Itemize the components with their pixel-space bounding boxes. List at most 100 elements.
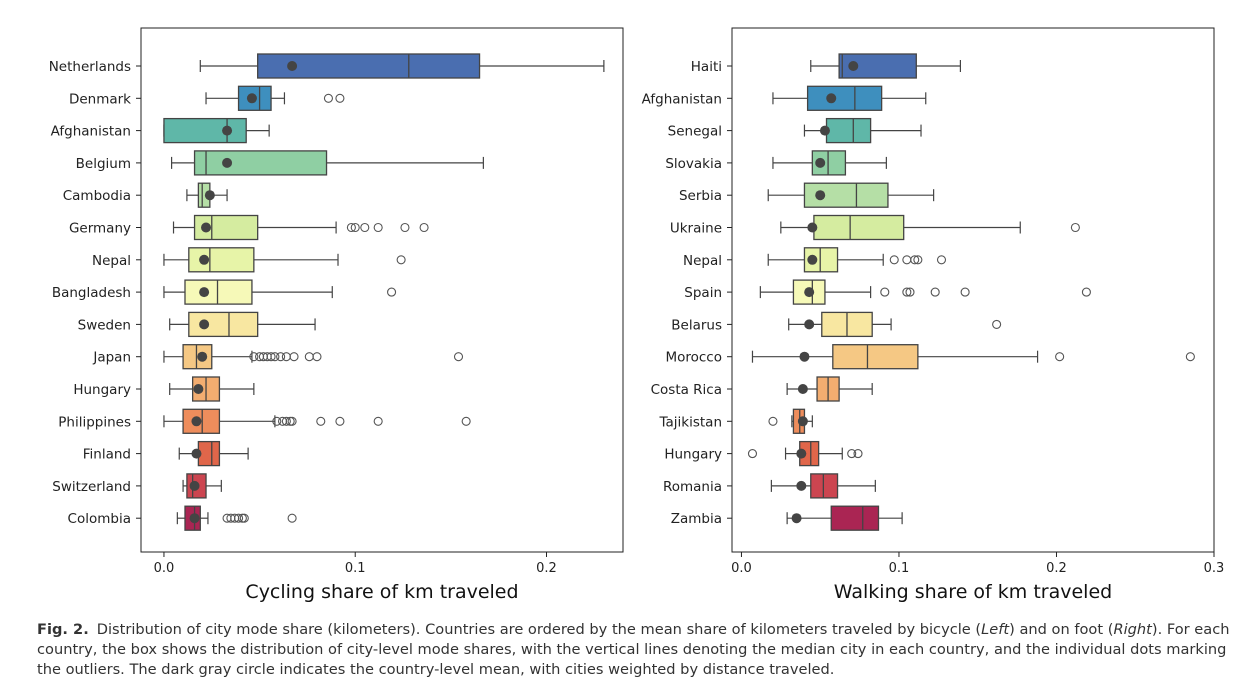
outlier-point [335,416,345,426]
category-label: Bangladesh [52,285,131,301]
box-row-hungary: Hungary [73,376,255,402]
iqr-box [193,150,328,176]
outlier-point [360,222,370,233]
box-row-cambodia: Cambodia [63,182,228,208]
iqr-box [184,279,253,305]
mean-marker [199,254,210,265]
outlier-point [400,222,410,233]
mean-marker [819,125,830,136]
box-row-sweden: Sweden [78,311,316,338]
outlier-point [276,352,286,362]
box-row-switzerland: Switzerland [52,473,222,499]
outlier-point [270,352,280,362]
iqr-box [830,505,880,531]
x-tick-label: 0.0 [154,561,175,576]
box-row-nepal: Nepal [92,247,406,273]
mean-marker [189,513,200,524]
box-row-nepal: Nepal [683,247,947,273]
box-row-slovakia: Slovakia [665,150,887,176]
mean-marker [807,222,818,233]
category-label: Spain [684,285,722,301]
outlier-point [387,287,397,297]
category-label: Nepal [92,253,131,269]
mean-marker [287,61,298,71]
caption-label: Fig. 2. [37,621,89,638]
outlier-point [461,416,471,426]
mean-marker [222,125,233,136]
mean-marker [807,254,818,265]
box-row-romania: Romania [663,473,876,499]
category-label: Afghanistan [642,91,722,107]
outlier-point [847,449,857,459]
mean-marker [815,157,826,168]
outlier-point [287,513,297,523]
box-row-bangladesh: Bangladesh [52,279,397,305]
category-label: Philippines [58,414,131,430]
outlier-point [287,416,297,426]
box-row-philippines: Philippines [58,408,471,434]
mean-marker [222,157,233,168]
cycling-panel: 0.0 0.1 0.2 Cycling share of km traveled Net… [49,27,624,603]
outlier-point [281,352,291,362]
outlier-point [905,287,915,297]
outlier-point [902,255,912,265]
box-row-belgium: Belgium [76,150,484,176]
x-tick-label: 0.1 [345,561,366,576]
box-row-afghanistan: Afghanistan [642,85,927,111]
category-label: Hungary [73,382,131,398]
mean-marker [199,319,210,330]
mean-marker [796,448,807,459]
outlier-point [1070,222,1080,233]
outlier-point [312,352,322,362]
outlier-point [239,513,249,523]
box-row-costa-rica: Costa Rica [651,376,873,402]
outlier-point [880,287,890,297]
outlier-point [747,449,758,459]
category-label: Finland [83,447,131,463]
mean-marker [804,287,815,298]
category-label: Sweden [78,317,131,333]
plot-frame [731,27,1215,553]
iqr-box [832,344,919,370]
iqr-box [188,247,255,273]
category-label: Nepal [683,253,722,269]
mean-marker [193,384,204,394]
box-row-spain: Spain [684,279,1091,305]
figure-caption: Fig. 2. Distribution of city mode share (… [37,620,1237,680]
outlier-point [323,93,333,103]
outlier-point [346,222,356,233]
category-label: Morocco [665,350,722,366]
mean-marker [191,448,202,459]
box-row-haiti: Haiti [691,53,961,79]
category-label: Senegal [668,124,722,140]
outlier-point [373,222,383,233]
mean-marker [815,190,826,201]
outlier-point [373,416,383,426]
iqr-box [813,214,905,241]
mean-marker [797,384,808,394]
category-label: Belarus [671,317,722,333]
outlier-point [453,352,464,362]
category-label: Cambodia [63,188,131,204]
outlier-point [889,255,899,265]
box-row-zambia: Zambia [671,505,903,531]
iqr-box [188,311,259,338]
caption-text: Distribution of city mode share (kilomet… [37,621,1230,678]
outlier-point [266,352,276,362]
outlier-point [910,255,920,265]
outlier-point [936,255,947,265]
outlier-point [281,416,291,426]
box-row-afghanistan: Afghanistan [51,117,270,144]
outlier-point [289,352,299,362]
mean-marker [199,287,210,298]
box-row-senegal: Senegal [668,117,922,144]
box-row-tajikistan: Tajikistan [658,408,813,434]
outlier-point [768,416,778,426]
x-tick-label: 0.0 [731,561,752,576]
outlier-point [1081,287,1091,297]
mean-marker [791,513,802,524]
x-tick-label: 0.2 [1046,561,1067,576]
category-label: Zambia [671,511,722,527]
outlier-point [396,255,406,265]
mean-marker [246,93,257,104]
